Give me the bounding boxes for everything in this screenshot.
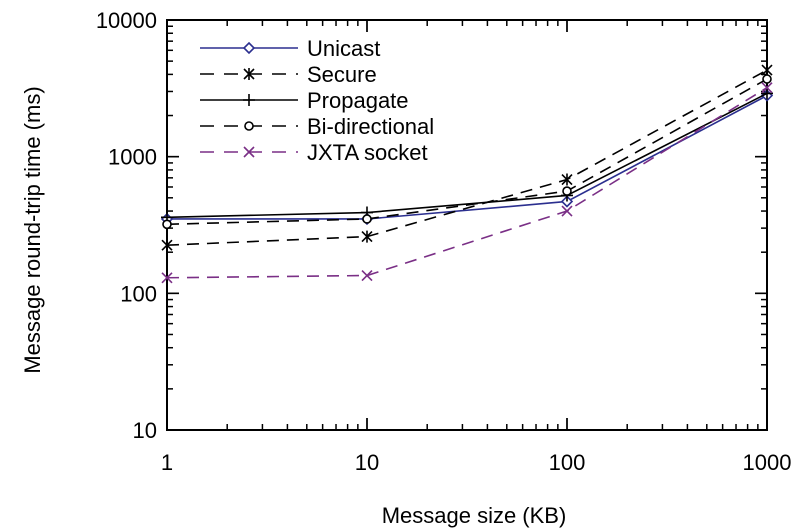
y-tick-label: 10000: [96, 8, 157, 33]
legend-label: Bi-directional: [307, 114, 434, 139]
y-tick-label: 100: [120, 281, 157, 306]
x-tick-label: 1000: [743, 450, 792, 475]
legend: UnicastSecurePropagateBi-directionalJXTA…: [200, 36, 434, 165]
legend-label: Secure: [307, 62, 377, 87]
x-tick-label: 10: [355, 450, 379, 475]
legend-item: JXTA socket: [200, 140, 428, 165]
legend-item: Bi-directional: [200, 114, 434, 139]
x-tick-label: 100: [549, 450, 586, 475]
series-line: [166, 86, 768, 279]
data-point: [362, 214, 372, 224]
series-jxta-socket: [161, 82, 773, 284]
legend-item: Secure: [200, 62, 377, 87]
series-line: [166, 78, 768, 226]
legend-item: Unicast: [200, 36, 380, 61]
data-point: [761, 64, 773, 77]
series-secure: [161, 64, 773, 252]
series-line: [166, 69, 768, 247]
legend-label: JXTA socket: [307, 140, 428, 165]
data-point: [243, 68, 255, 80]
x-tick-labels: 1 10 100 1000: [161, 450, 792, 475]
y-tick-label: 10: [133, 418, 157, 443]
y-axis-title: Message round-trip time (ms): [20, 86, 45, 373]
legend-label: Propagate: [307, 88, 409, 113]
series-lines: [160, 64, 774, 284]
data-point: [161, 272, 173, 284]
y-tick-label: 1000: [108, 145, 157, 170]
data-point: [161, 239, 173, 252]
x-axis-title: Message size (KB): [382, 503, 567, 528]
data-point: [561, 205, 573, 217]
legend-label: Unicast: [307, 36, 380, 61]
data-point: [762, 74, 772, 84]
plot-frame: [166, 19, 768, 431]
data-point: [242, 41, 256, 55]
data-point: [560, 195, 574, 208]
data-point: [162, 219, 172, 230]
series-line: [166, 92, 768, 219]
data-point: [761, 82, 773, 94]
data-point: [761, 87, 773, 100]
axis-ticks: [166, 19, 768, 431]
y-tick-labels: 10 100 1000 10000: [96, 8, 157, 443]
data-point: [561, 173, 573, 186]
series-line: [167, 94, 768, 220]
data-point: [244, 121, 254, 131]
data-point: [243, 146, 255, 158]
legend-item: Propagate: [200, 88, 409, 113]
x-tick-label: 1: [161, 450, 173, 475]
data-point: [562, 186, 572, 196]
series-bi-directional: [162, 74, 772, 230]
data-point: [361, 230, 373, 243]
data-point: [361, 269, 373, 282]
data-point: [243, 94, 255, 106]
